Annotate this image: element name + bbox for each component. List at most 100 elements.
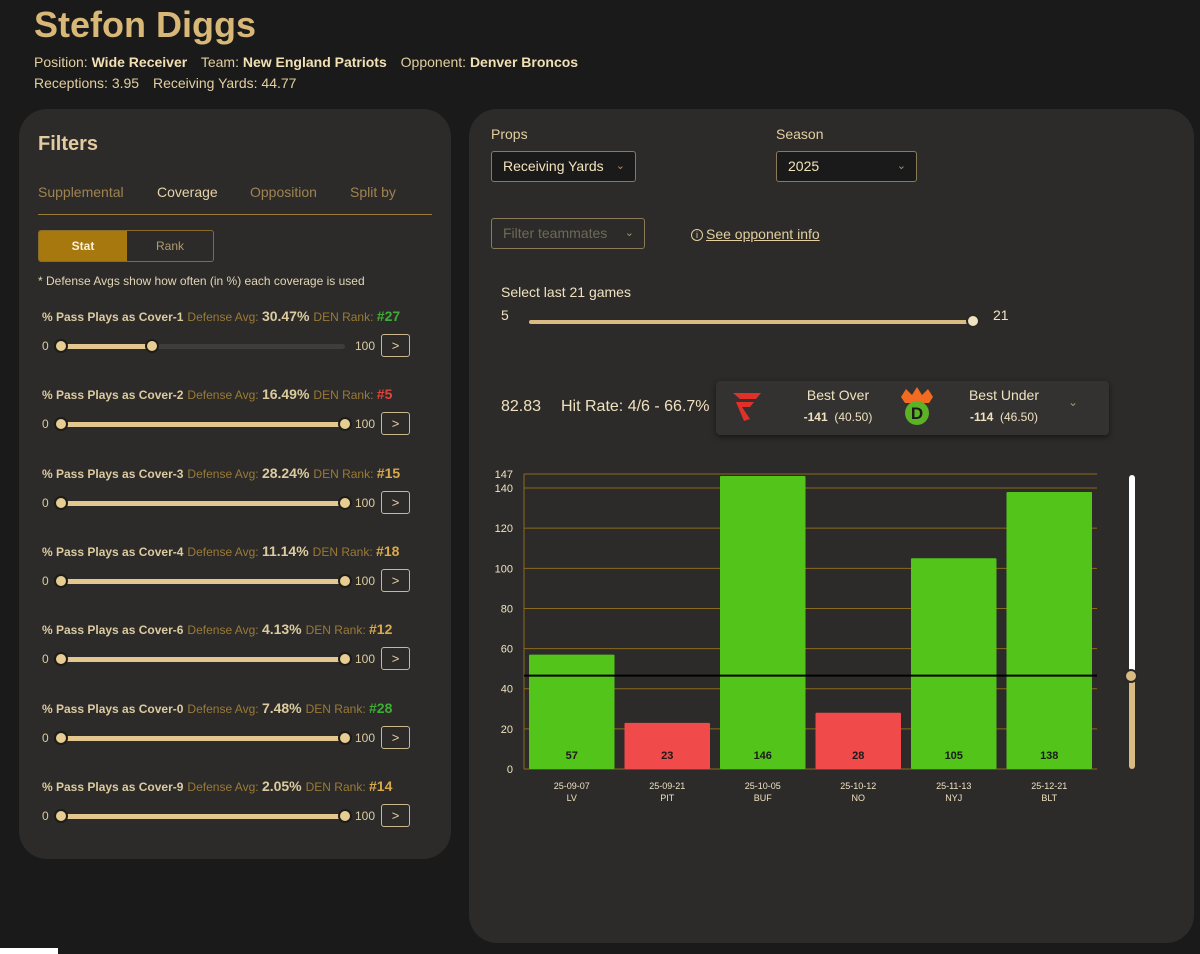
games-slider-handle[interactable] — [966, 314, 980, 328]
tab-split-by[interactable]: Split by — [350, 184, 396, 200]
games-slider-track[interactable] — [529, 320, 973, 324]
bar — [1006, 492, 1092, 769]
props-select[interactable]: Receiving Yards ⌄ — [491, 151, 636, 182]
coverage-header: % Pass Plays as Cover-6 Defense Avg: 4.13… — [42, 621, 392, 637]
slider-min-label: 0 — [42, 731, 49, 745]
filters-panel: Filters Supplemental Coverage Opposition… — [19, 109, 451, 859]
coverage-slider-min-handle[interactable] — [54, 339, 68, 353]
den-rank-value: #15 — [376, 465, 401, 481]
bar-value-label: 146 — [754, 750, 772, 762]
stat-toggle-button[interactable]: Stat — [39, 231, 127, 261]
coverage-slider-track[interactable] — [54, 339, 345, 353]
chevron-down-icon: ⌄ — [624, 227, 634, 239]
x-tick-date: 25-10-12 — [840, 781, 876, 791]
coverage-row: % Pass Plays as Cover-9 Defense Avg: 2.05… — [19, 778, 451, 838]
odds-card[interactable]: Best Over -141 (40.50) D Best Under -114… — [716, 381, 1109, 435]
filter-tabs: Supplemental Coverage Opposition Split b… — [38, 181, 432, 215]
yards-label: Receiving Yards: — [152, 75, 258, 91]
best-under-value: -114 (46.50) — [954, 410, 1054, 424]
props-select-value: Receiving Yards — [503, 158, 604, 174]
coverage-header: % Pass Plays as Cover-3 Defense Avg: 28.2… — [42, 465, 400, 481]
apply-arrow-button[interactable]: > — [381, 334, 410, 357]
slider-max-label: 100 — [355, 809, 376, 823]
coverage-slider-fill — [61, 579, 345, 584]
bar-value-label: 105 — [945, 750, 963, 762]
coverage-slider-max-handle[interactable] — [338, 574, 352, 588]
tab-opposition[interactable]: Opposition — [250, 184, 317, 200]
apply-arrow-button[interactable]: > — [381, 804, 410, 827]
coverage-slider-track[interactable] — [54, 652, 352, 666]
tab-coverage[interactable]: Coverage — [157, 184, 218, 200]
coverage-slider-min-handle[interactable] — [54, 496, 68, 510]
x-tick-opponent: NYJ — [945, 793, 962, 803]
coverage-slider-min-handle[interactable] — [54, 652, 68, 666]
receptions-label: Receptions: — [34, 75, 108, 91]
coverage-header: % Pass Plays as Cover-0 Defense Avg: 7.48… — [42, 700, 392, 716]
slider-max-label: 100 — [355, 417, 376, 431]
coverage-slider-max-handle[interactable] — [144, 339, 159, 353]
x-tick-date: 25-12-21 — [1031, 781, 1067, 791]
coverage-slider-max-handle[interactable] — [338, 731, 352, 745]
threshold-slider-track[interactable] — [1129, 475, 1135, 769]
threshold-slider-handle[interactable] — [1124, 669, 1138, 683]
best-under-label: Best Under — [968, 387, 1040, 403]
defense-avg-label: Defense Avg: — [187, 467, 259, 481]
y-tick-label: 120 — [495, 523, 513, 535]
apply-arrow-button[interactable]: > — [381, 491, 410, 514]
teammates-filter[interactable]: Filter teammates ⌄ — [491, 218, 645, 249]
best-over-value: -141 (40.50) — [788, 410, 888, 424]
coverage-row: % Pass Plays as Cover-2 Defense Avg: 16.4… — [19, 386, 451, 446]
games-slider-label: Select last 21 games — [501, 284, 631, 300]
slider-min-label: 0 — [42, 809, 49, 823]
bar-value-label: 28 — [852, 750, 864, 762]
opponent-label: Opponent: — [400, 54, 467, 70]
chevron-down-icon[interactable]: ⌄ — [1068, 395, 1079, 409]
coverage-slider-max-handle[interactable] — [338, 652, 352, 666]
yards-value: 44.77 — [261, 75, 297, 91]
y-tick-label: 147 — [495, 469, 513, 481]
coverage-slider-track[interactable] — [54, 809, 352, 823]
den-rank-value: #5 — [376, 386, 393, 402]
den-rank-value: #27 — [376, 308, 401, 324]
bar-value-label: 23 — [661, 750, 673, 762]
den-rank-label: DEN Rank: — [313, 467, 374, 481]
hit-rate: Hit Rate: 4/6 - 66.7% — [561, 398, 710, 415]
season-select-value: 2025 — [788, 158, 820, 174]
coverage-header: % Pass Plays as Cover-9 Defense Avg: 2.05… — [42, 778, 392, 794]
slider-min-label: 0 — [42, 574, 49, 588]
coverage-slider-fill — [61, 422, 345, 427]
defense-avg-value: 30.47% — [261, 308, 310, 324]
rank-toggle-button[interactable]: Rank — [155, 239, 184, 253]
coverage-slider-track[interactable] — [54, 574, 352, 588]
x-tick-opponent: NO — [852, 793, 866, 803]
season-select[interactable]: 2025 ⌄ — [776, 151, 917, 182]
receiving-yards-chart: 0 20 40 60 80 100 120 140 147 57 25-09-07 LV 23 25-09… — [495, 469, 1097, 803]
defense-avg-value: 4.13% — [261, 621, 302, 637]
coverage-slider-min-handle[interactable] — [54, 574, 68, 588]
receptions-value: 3.95 — [111, 75, 140, 91]
x-tick-date: 25-09-21 — [649, 781, 685, 791]
tab-supplemental[interactable]: Supplemental — [38, 184, 124, 200]
apply-arrow-button[interactable]: > — [381, 412, 410, 435]
best-over-odds: -141 — [803, 410, 828, 424]
coverage-slider-min-handle[interactable] — [54, 731, 68, 745]
coverage-slider-track[interactable] — [54, 731, 352, 745]
draftkings-logo-icon: D — [901, 387, 933, 425]
coverage-slider-track[interactable] — [54, 496, 352, 510]
coverage-slider-min-handle[interactable] — [54, 809, 68, 823]
coverage-slider-min-handle[interactable] — [54, 417, 68, 431]
coverage-slider-max-handle[interactable] — [338, 417, 352, 431]
season-label: Season — [776, 126, 824, 142]
apply-arrow-button[interactable]: > — [381, 569, 410, 592]
bar — [815, 712, 901, 769]
x-tick-date: 25-11-13 — [936, 781, 971, 791]
coverage-slider-max-handle[interactable] — [338, 809, 352, 823]
bar-value-label: 57 — [566, 750, 578, 762]
opponent-info-link[interactable]: i See opponent info — [691, 226, 820, 242]
apply-arrow-button[interactable]: > — [381, 647, 410, 670]
coverage-slider-track[interactable] — [54, 417, 352, 431]
coverage-slider-max-handle[interactable] — [338, 496, 352, 510]
defense-avg-value: 2.05% — [261, 778, 302, 794]
slider-max-label: 100 — [355, 339, 376, 353]
apply-arrow-button[interactable]: > — [381, 726, 410, 749]
